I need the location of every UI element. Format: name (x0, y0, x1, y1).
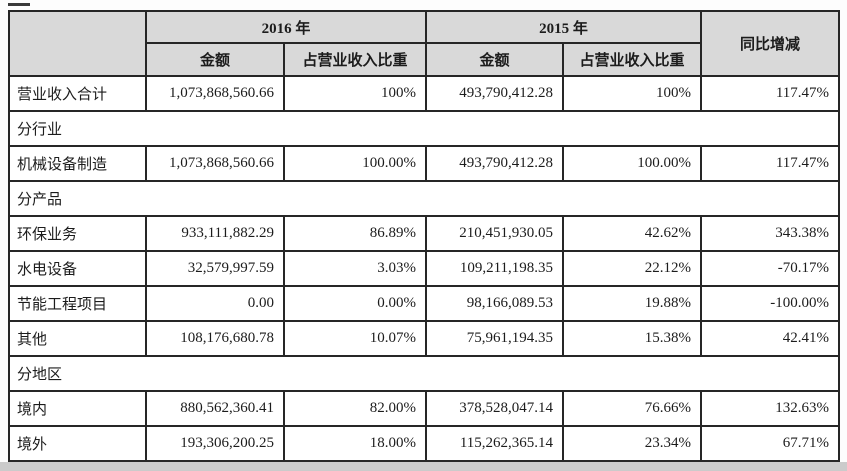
header-row-metrics: 金额 占营业收入比重 金额 占营业收入比重 (9, 42, 839, 77)
proportion-2016-cell: 10.07% (282, 320, 428, 357)
proportion-2015-cell: 42.62% (562, 215, 703, 252)
proportion-2015-cell: 19.88% (562, 285, 703, 322)
table-row: 机械设备制造 1,073,868,560.66 100.00% 493,790,412… (8, 145, 841, 182)
amount-2016-cell: 933,111,882.29 (145, 215, 285, 252)
proportion-2016-cell: 3.03% (282, 250, 428, 287)
table-body: 营业收入合计 1,073,868,560.66 100% 493,790,412.28… (7, 75, 841, 462)
proportion-2016-cell: 86.89% (282, 215, 428, 252)
row-label: 环保业务 (8, 215, 147, 252)
amount-2016-cell: 108,176,680.78 (145, 320, 285, 357)
revenue-breakdown-table: 2016 年 2015 年 同比增减 金额 占营业收入比重 金额 占营业收入比重… (7, 10, 841, 462)
amount-2015-cell: 210,451,930.05 (425, 215, 565, 252)
proportion-2016-cell: 82.00% (282, 390, 428, 427)
amount-2016-cell: 1,073,868,560.66 (145, 145, 285, 182)
section-row: 分行业 (7, 110, 841, 147)
proportion-2015-cell: 100.00% (562, 145, 703, 182)
amount-2016-cell: 32,579,997.59 (145, 250, 285, 287)
row-label: 境内 (8, 390, 147, 427)
yoy-cell: -100.00% (700, 285, 841, 322)
yoy-cell: 67.71% (700, 425, 841, 462)
table-row: 环保业务 933,111,882.29 86.89% 210,451,930.05 42… (8, 215, 841, 252)
row-label: 营业收入合计 (8, 75, 147, 112)
amount-2015-cell: 115,262,365.14 (425, 425, 565, 462)
yoy-cell: 117.47% (700, 75, 841, 112)
year-2016-header: 2016 年 (144, 10, 428, 44)
row-label: 境外 (8, 425, 147, 462)
amount-2016-header: 金额 (145, 42, 285, 77)
proportion-2016-cell: 0.00% (282, 285, 428, 322)
blank-corner-cell (8, 10, 147, 77)
amount-2015-cell: 109,211,198.35 (425, 250, 565, 287)
amount-2015-cell: 378,528,047.14 (425, 390, 565, 427)
section-label: 分行业 (7, 110, 841, 147)
table-row: 水电设备 32,579,997.59 3.03% 109,211,198.35 22.1… (8, 250, 841, 287)
amount-2015-cell: 493,790,412.28 (425, 75, 565, 112)
yoy-cell: 117.47% (700, 145, 841, 182)
amount-2016-cell: 193,306,200.25 (145, 425, 285, 462)
amount-2015-cell: 493,790,412.28 (425, 145, 565, 182)
table-row: 营业收入合计 1,073,868,560.66 100% 493,790,412.28… (8, 75, 841, 112)
proportion-2016-cell: 100% (282, 75, 428, 112)
yoy-cell: 132.63% (700, 390, 841, 427)
amount-2015-cell: 75,961,194.35 (425, 320, 565, 357)
section-label: 分产品 (7, 180, 841, 217)
table-row: 境外 193,306,200.25 18.00% 115,262,365.14 23.3… (8, 425, 841, 462)
proportion-2015-cell: 23.34% (562, 425, 703, 462)
amount-2016-cell: 0.00 (145, 285, 285, 322)
section-row: 分地区 (7, 355, 841, 392)
yoy-header: 同比增减 (700, 10, 841, 77)
section-row: 分产品 (7, 180, 841, 217)
amount-2015-cell: 98,166,089.53 (425, 285, 565, 322)
proportion-2015-cell: 22.12% (562, 250, 703, 287)
proportion-2015-cell: 100% (562, 75, 703, 112)
amount-2016-cell: 1,073,868,560.66 (145, 75, 285, 112)
proportion-2015-header: 占营业收入比重 (562, 42, 703, 77)
row-label: 其他 (8, 320, 147, 357)
year-2015-header: 2015 年 (425, 10, 703, 44)
proportion-2016-cell: 100.00% (282, 145, 428, 182)
yoy-cell: -70.17% (700, 250, 841, 287)
amount-2015-header: 金额 (425, 42, 565, 77)
proportion-2016-cell: 18.00% (282, 425, 428, 462)
bottom-edge-strip (0, 462, 847, 471)
section-label: 分地区 (7, 355, 841, 392)
proportion-2015-cell: 76.66% (562, 390, 703, 427)
header-row-years: 2016 年 2015 年 同比增减 (8, 10, 841, 77)
table-row: 节能工程项目 0.00 0.00% 98,166,089.53 19.88% -100.0… (8, 285, 841, 322)
row-label: 水电设备 (8, 250, 147, 287)
amount-2016-cell: 880,562,360.41 (145, 390, 285, 427)
table-row: 其他 108,176,680.78 10.07% 75,961,194.35 15.38… (8, 320, 841, 357)
proportion-2016-header: 占营业收入比重 (282, 42, 428, 77)
table-row: 境内 880,562,360.41 82.00% 378,528,047.14 76.6… (8, 390, 841, 427)
proportion-2015-cell: 15.38% (562, 320, 703, 357)
row-label: 机械设备制造 (8, 145, 147, 182)
yoy-cell: 42.41% (700, 320, 841, 357)
row-label: 节能工程项目 (8, 285, 147, 322)
corner-artifact (8, 3, 30, 6)
table-header: 2016 年 2015 年 同比增减 金额 占营业收入比重 金额 占营业收入比重 (8, 10, 841, 77)
yoy-cell: 343.38% (700, 215, 841, 252)
